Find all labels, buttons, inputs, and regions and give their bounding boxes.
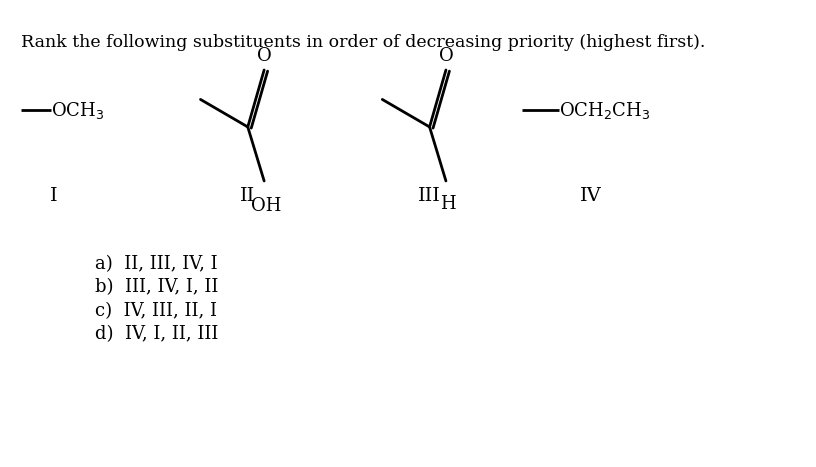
Text: III: III <box>418 187 441 205</box>
Text: d)  IV, I, II, III: d) IV, I, II, III <box>95 325 219 343</box>
Text: O: O <box>257 47 272 65</box>
Text: I: I <box>51 187 58 205</box>
Text: c)  IV, III, II, I: c) IV, III, II, I <box>95 302 217 320</box>
Text: H: H <box>440 195 455 212</box>
Text: a)  II, III, IV, I: a) II, III, IV, I <box>95 255 218 273</box>
Text: Rank the following substituents in order of decreasing priority (highest first).: Rank the following substituents in order… <box>20 34 705 50</box>
Text: OCH$_2$CH$_3$: OCH$_2$CH$_3$ <box>559 100 650 121</box>
Text: II: II <box>240 187 255 205</box>
Text: IV: IV <box>579 187 601 205</box>
Text: OCH$_3$: OCH$_3$ <box>51 100 104 121</box>
Text: O: O <box>438 47 454 65</box>
Text: b)  III, IV, I, II: b) III, IV, I, II <box>95 278 219 296</box>
Text: OH: OH <box>251 197 282 215</box>
